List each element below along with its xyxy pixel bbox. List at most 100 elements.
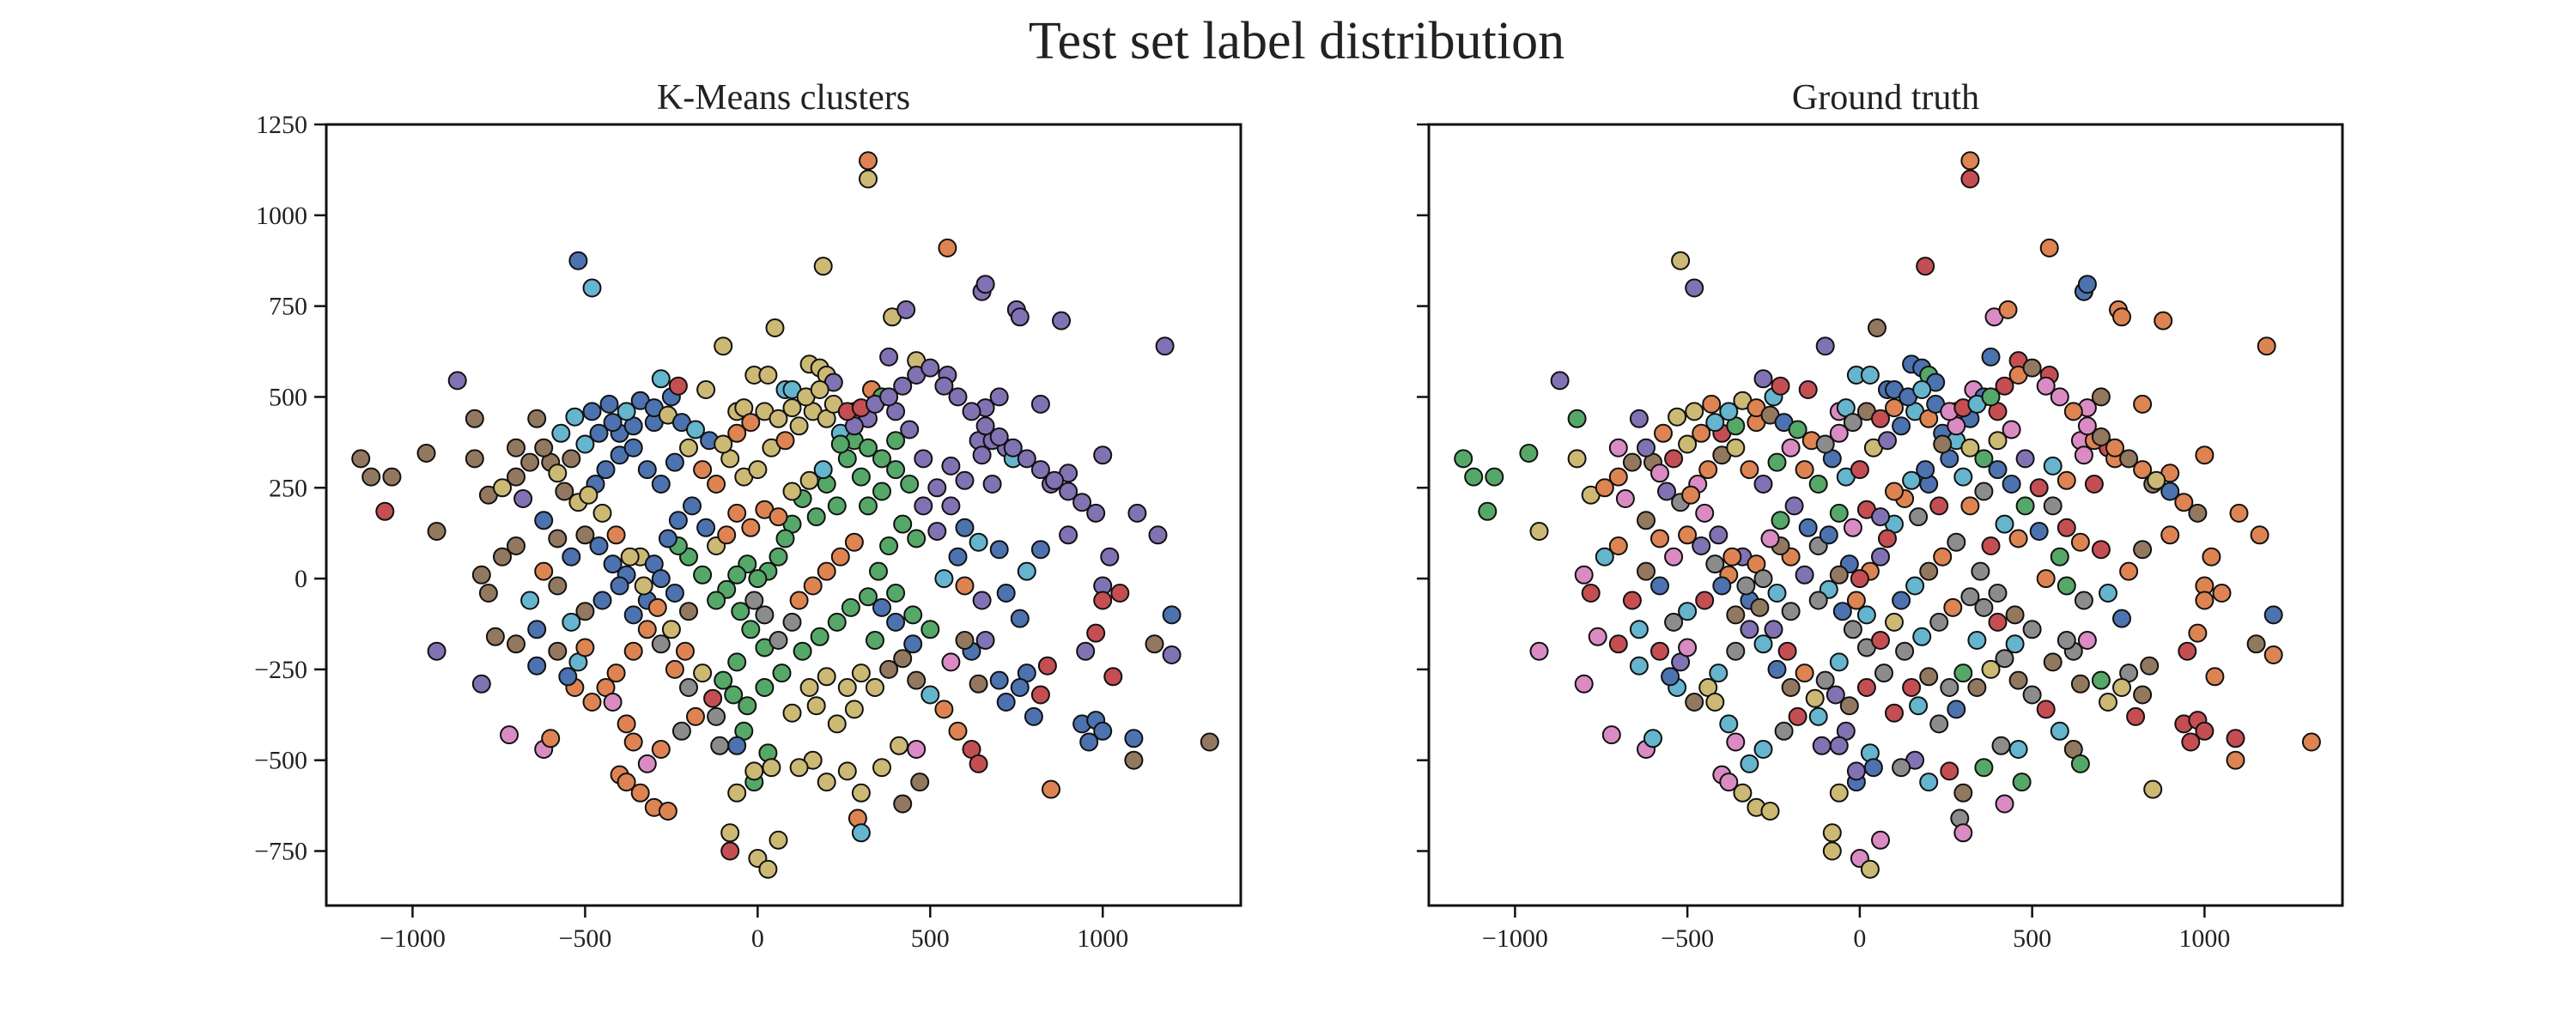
- kmeans-point: [637, 754, 657, 773]
- kmeans-panel: K-Means clusters −1000 −500 0 500 1000 −750 −50…: [254, 78, 1242, 953]
- ground-truth-point: [1808, 475, 1828, 494]
- kmeans-point: [351, 449, 371, 469]
- kmeans-point: [782, 612, 802, 632]
- ground-truth-point: [1767, 584, 1787, 603]
- ground-truth-point: [2029, 478, 2049, 498]
- ground-truth-point: [2050, 387, 2069, 407]
- ground-truth-point: [1664, 547, 1684, 566]
- kmeans-point: [534, 561, 554, 581]
- ground-truth-point: [1681, 485, 1701, 505]
- kmeans-point: [1124, 729, 1144, 748]
- kmeans-point: [775, 431, 795, 451]
- ground-truth-point: [1868, 318, 1886, 337]
- ground-truth-point: [1805, 688, 1825, 708]
- ground-truth-point: [1981, 347, 2001, 367]
- kmeans-point: [934, 700, 954, 719]
- ground-truth-point: [2091, 387, 2111, 407]
- ground-truth-point: [2008, 529, 2028, 548]
- ground-truth-point: [2077, 275, 2097, 294]
- ground-truth-point: [1664, 449, 1684, 469]
- ground-truth-point: [1919, 667, 1939, 687]
- ground-truth-point: [1860, 859, 1880, 879]
- ground-truth-point: [1777, 641, 1797, 661]
- kmeans-point: [810, 380, 829, 399]
- ground-truth-point: [2263, 605, 2283, 625]
- ground-truth-point: [1929, 714, 1949, 734]
- ground-truth-point: [1933, 434, 1953, 454]
- ground-truth-point: [1685, 402, 1704, 421]
- kmeans-point: [541, 729, 561, 748]
- kmeans-point: [813, 257, 833, 276]
- ground-truth-point: [1650, 464, 1669, 483]
- kmeans-point: [683, 496, 702, 516]
- ground-truth-point: [1595, 478, 1614, 498]
- kmeans-point: [592, 591, 612, 610]
- kmeans-x-tick-label: −500: [558, 924, 611, 953]
- ground-truth-point: [1781, 602, 1801, 621]
- ground-truth-point: [1940, 761, 1959, 781]
- ground-truth-point: [2229, 503, 2249, 523]
- kmeans-point: [679, 678, 698, 697]
- kmeans-point: [548, 529, 568, 548]
- kmeans-point: [1024, 706, 1043, 726]
- kmeans-point: [769, 830, 788, 850]
- ground-truth-point: [1519, 444, 1539, 463]
- ground-truth-point: [1826, 685, 1845, 705]
- ground-truth-point: [2008, 670, 2028, 690]
- kmeans-point: [955, 470, 975, 490]
- ground-truth-point: [2036, 569, 2056, 589]
- ground-truth-point: [2126, 706, 2146, 726]
- ground-truth-point: [1615, 489, 1635, 508]
- ground-truth-point: [1608, 438, 1628, 457]
- ground-truth-point: [1846, 591, 1866, 610]
- kmeans-y-tick-label: −500: [254, 747, 307, 775]
- kmeans-point: [582, 278, 602, 298]
- ground-truth-point: [1712, 576, 1732, 596]
- kmeans-point: [703, 688, 723, 708]
- ground-truth-point: [1929, 496, 1949, 516]
- kmeans-point: [714, 434, 733, 454]
- ground-truth-point: [2099, 693, 2117, 712]
- kmeans-point: [617, 714, 636, 734]
- ground-truth-point: [2133, 685, 2153, 705]
- ground-truth-point: [1843, 518, 1862, 537]
- kmeans-point: [527, 620, 547, 639]
- kmeans-y-tick-label: 1250: [256, 111, 307, 139]
- ground-truth-point: [1892, 416, 1911, 436]
- kmeans-point: [548, 464, 568, 483]
- ground-truth-point: [2105, 438, 2124, 457]
- ground-truth-point: [1668, 407, 1687, 427]
- ground-truth-point: [1740, 754, 1759, 773]
- kmeans-point: [375, 501, 395, 521]
- kmeans-point: [948, 387, 968, 407]
- ground-truth-point: [1581, 584, 1601, 603]
- kmeans-point: [813, 460, 833, 480]
- kmeans-point: [975, 416, 995, 436]
- kmeans-point: [806, 696, 826, 716]
- ground-truth-point: [1815, 434, 1835, 454]
- kmeans-point: [996, 584, 1016, 603]
- ground-truth-point: [2091, 670, 2111, 690]
- kmeans-point: [827, 496, 847, 516]
- kmeans-title: K-Means clusters: [657, 78, 910, 118]
- ground-truth-point: [1974, 597, 1994, 617]
- kmeans-point: [741, 620, 761, 639]
- ground-truth-panel: Ground truth −1000 −500 0 500 1000: [1417, 78, 2344, 953]
- ground-truth-point: [1892, 591, 1911, 610]
- kmeans-x-tick-label: 500: [911, 924, 950, 953]
- ground-truth-point: [1846, 761, 1866, 781]
- kmeans-point: [1200, 732, 1219, 752]
- kmeans-point: [762, 758, 781, 778]
- ground-truth-point: [1798, 380, 1818, 399]
- ground-truth-point: [1774, 721, 1794, 741]
- ground-truth-point: [2119, 449, 2139, 469]
- ground-truth-point: [1678, 602, 1698, 621]
- ground-truth-point: [2099, 584, 2117, 603]
- ground-truth-point: [1795, 663, 1814, 683]
- kmeans-point: [710, 736, 730, 755]
- kmeans-point: [568, 251, 588, 270]
- kmeans-point: [893, 794, 913, 814]
- ground-truth-point: [2212, 584, 2232, 603]
- kmeans-point: [520, 452, 540, 472]
- ground-truth-point: [2133, 540, 2153, 560]
